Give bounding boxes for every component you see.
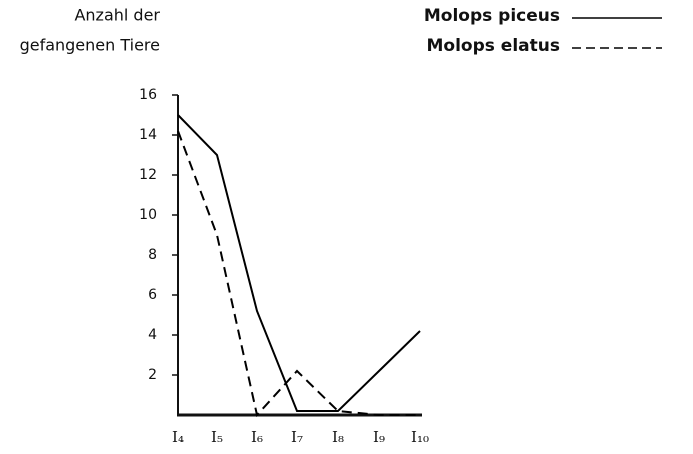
x-tick-label: I₄ — [172, 428, 184, 446]
y-axis-label: gefangenen Tiere — [20, 36, 160, 55]
y-tick-label: 4 — [148, 327, 157, 343]
y-tick-label: 6 — [148, 287, 157, 303]
data-line — [177, 130, 420, 418]
data-line — [177, 114, 421, 412]
x-tick-label: I₉ — [373, 428, 385, 446]
y-tick-label: 10 — [139, 207, 157, 223]
x-tick-label: I₇ — [291, 428, 303, 446]
legend-label: Molops elatus — [427, 36, 561, 56]
y-tick-label: 12 — [139, 167, 157, 183]
legend-label: Molops piceus — [424, 6, 560, 26]
y-tick-label: 2 — [148, 367, 157, 383]
y-tick-label: 8 — [148, 247, 157, 263]
x-tick-label: I₁₀ — [411, 428, 429, 446]
x-tick-label: I₆ — [251, 428, 263, 446]
x-tick-label: I₈ — [332, 428, 344, 446]
y-axis-label: Anzahl der — [74, 6, 160, 25]
y-tick-label: 14 — [139, 127, 157, 143]
y-tick-label: 16 — [139, 87, 157, 103]
x-tick-label: I₅ — [211, 428, 223, 446]
